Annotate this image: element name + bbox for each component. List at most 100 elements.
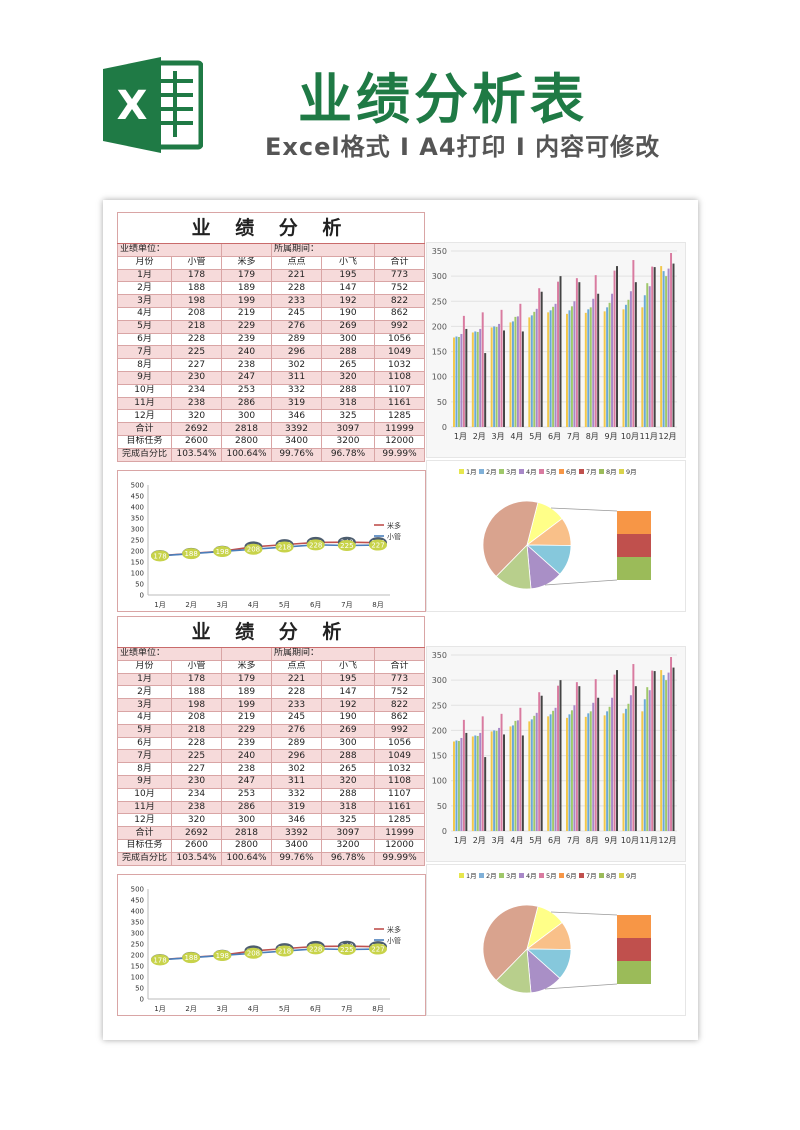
bar <box>587 713 590 831</box>
bar <box>516 316 519 427</box>
table-cell: 238 <box>221 762 272 776</box>
table-cell: 1285 <box>373 409 426 424</box>
table-cell: 198 <box>171 294 222 308</box>
bar <box>646 283 649 427</box>
bar <box>533 715 536 831</box>
table-cell: 188 <box>171 281 222 296</box>
bar <box>453 741 455 831</box>
bar <box>578 686 581 831</box>
table-cell: 1032 <box>373 762 426 776</box>
table-cell: 288 <box>321 749 375 764</box>
table-cell: 103.54% <box>171 447 222 462</box>
table-cell: 311 <box>271 370 322 385</box>
x-tick-label: 8月 <box>586 836 599 845</box>
bar <box>651 670 654 831</box>
table-cell: 9月 <box>117 774 172 789</box>
bar <box>570 306 573 427</box>
report-block-1: 业 绩 分 析业绩单位： 所属期间： 月份 小管 米多 点点 小飞 合计 1月 178 179 221… <box>116 212 686 612</box>
data-label: 188 <box>184 550 197 558</box>
table-row: 7月 225 240 296 288 1049 <box>117 749 426 764</box>
bar <box>622 713 625 831</box>
data-label-bubble <box>182 548 201 560</box>
table-cell: 2800 <box>221 838 272 853</box>
y-tick-label: 250 <box>131 941 144 949</box>
y-tick-label: 200 <box>131 548 144 556</box>
table-cell: 302 <box>271 358 322 372</box>
table-row: 3月 198 199 233 192 822 <box>117 294 426 308</box>
table-cell: 1049 <box>373 345 426 360</box>
table-cell: 2692 <box>171 422 222 436</box>
line-chart: 0 50 100 150 200 250 300 350 400 450 500 1月 2月 3月 4月 5月… <box>117 470 426 612</box>
bar <box>495 326 498 427</box>
column-header: 月份 <box>117 255 172 270</box>
excel-logo-icon: X <box>103 57 203 153</box>
page-title: 业绩分析表 <box>298 68 588 131</box>
table-cell: 12000 <box>373 434 426 449</box>
table-row: 11月 238 286 319 318 1161 <box>117 800 426 815</box>
x-tick-label: 5月 <box>279 1005 290 1013</box>
pie-chart: 1月 2月 3月 4月 5月 6月 7月 8月 9月 <box>426 460 686 612</box>
bar <box>603 715 606 831</box>
table-cell: 218 <box>171 319 222 334</box>
x-tick-label: 8月 <box>586 432 599 441</box>
legend-swatch <box>499 469 504 474</box>
bar <box>627 703 630 831</box>
bar <box>519 303 522 427</box>
bar <box>519 707 522 831</box>
table-cell: 178 <box>171 268 222 283</box>
table-cell: 199 <box>221 698 272 712</box>
table-cell: 195 <box>321 672 375 687</box>
x-tick-label: 4月 <box>510 836 523 845</box>
connector-line <box>544 983 618 990</box>
sheet-preview: 业 绩 分 析业绩单位： 所属期间： 月份 小管 米多 点点 小飞 合计 1月 178 179 221… <box>103 200 698 1040</box>
bar <box>611 697 614 831</box>
table-row: 6月 228 239 289 300 1056 <box>117 332 426 347</box>
y-tick-label: 400 <box>131 908 144 916</box>
data-label: 208 <box>247 950 260 958</box>
legend-swatch <box>539 469 544 474</box>
table-row: 10月 234 253 332 288 1107 <box>117 787 426 802</box>
bar <box>503 330 505 427</box>
table-cell: 219 <box>221 710 272 725</box>
x-tick-label: 3月 <box>217 601 228 609</box>
bar <box>616 266 618 427</box>
legend-label: 4月 <box>526 872 537 880</box>
table-row: 12月 320 300 346 325 1285 <box>117 813 426 828</box>
secondary-bar-segment <box>617 961 651 984</box>
x-tick-label: 7月 <box>567 432 580 441</box>
table-cell: 3400 <box>271 838 322 853</box>
table-info-row: 业绩单位： 所属期间： <box>117 243 426 257</box>
table-title: 业 绩 分 析 <box>116 212 426 244</box>
table-cell: 229 <box>221 319 272 334</box>
table-cell: 5月 <box>117 319 172 334</box>
bar <box>540 291 543 427</box>
bar <box>474 735 477 831</box>
bar <box>495 730 498 831</box>
table-cell: 10月 <box>117 787 172 802</box>
bar <box>672 667 675 831</box>
bar <box>498 727 501 831</box>
x-tick-label: 6月 <box>548 836 561 845</box>
table-cell: 265 <box>321 358 375 372</box>
table-cell: 100.64% <box>221 851 272 866</box>
legend-swatch <box>479 873 484 878</box>
table-cell: 346 <box>271 813 322 828</box>
table-cell: 3392 <box>271 826 322 840</box>
table-cell: 253 <box>221 383 272 398</box>
performance-table: 业 绩 分 析业绩单位： 所属期间： 月份 小管 米多 点点 小飞 合计 1月 178 179 221… <box>116 212 426 462</box>
table-cell: 208 <box>171 710 222 725</box>
excel-logo-letter: X <box>117 83 148 129</box>
bar <box>643 699 646 831</box>
table-cell: 1056 <box>373 332 426 347</box>
secondary-bar-segment <box>617 557 651 580</box>
bar <box>530 315 533 427</box>
y-tick-label: 50 <box>437 398 447 407</box>
x-tick-label: 10月 <box>621 432 639 441</box>
x-tick-label: 3月 <box>217 1005 228 1013</box>
bar <box>646 687 649 831</box>
bar <box>568 714 571 831</box>
table-cell: 240 <box>221 345 272 360</box>
table-cell: 3200 <box>321 838 375 853</box>
bar <box>597 697 600 831</box>
data-label: 228 <box>309 945 322 953</box>
